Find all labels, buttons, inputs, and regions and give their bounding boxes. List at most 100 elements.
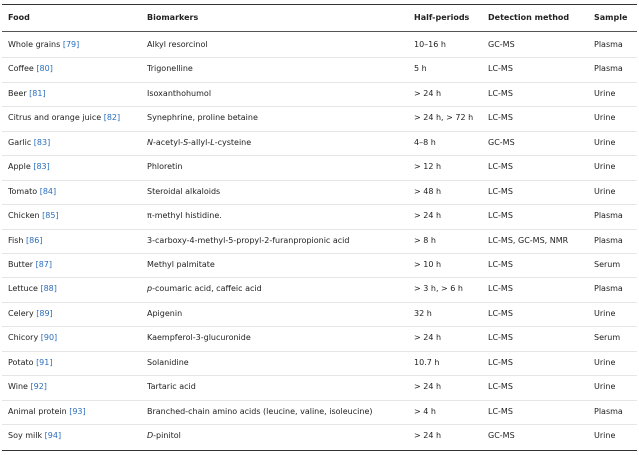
method-cell: LC-MS (488, 284, 513, 294)
biomarker-text: Trigonelline (147, 64, 193, 74)
sample-cell: Urine (594, 431, 616, 441)
half-period-cell: 4–8 h (414, 137, 436, 147)
sample-cell: Urine (594, 137, 616, 147)
half-period-cell: 10–16 h (414, 40, 446, 49)
biomarker-cell: Steroidal alkaloids (147, 186, 220, 198)
biomarker-text: S (183, 137, 189, 147)
food-cell: Butter [87] (8, 259, 52, 271)
method-cell: LC-MS (488, 406, 513, 416)
sample-cell: Plasma (594, 211, 623, 221)
food-cell: Animal protein [93] (8, 406, 86, 418)
biomarker-text: π-methyl histidine. (147, 211, 222, 221)
row-separator (2, 130, 637, 132)
half-period-cell: > 24 h (414, 382, 442, 392)
row-separator (2, 301, 637, 303)
food-name: Beer (8, 88, 27, 98)
biomarker-text: -cysteine (214, 137, 252, 147)
biomarker-text: Synephrine, proline betaine (147, 113, 258, 123)
sample-cell: Urine (594, 382, 616, 392)
column-header: Sample (594, 13, 628, 22)
biomarker-text: Methyl palmitate (147, 259, 215, 269)
biomarker-cell: p-coumaric acid, caffeic acid (147, 283, 262, 295)
food-name: Lettuce (8, 284, 38, 294)
food-name: Citrus and orange juice (8, 113, 102, 123)
food-cell: Celery [89] (8, 308, 53, 320)
biomarker-text: D (147, 431, 154, 441)
biomarker-cell: Branched-chain amino acids (leucine, val… (147, 406, 372, 418)
sample-cell: Plasma (594, 64, 623, 74)
biomarker-text: Kaempferol-3-glucuronide (147, 333, 251, 343)
food-name: Animal protein (8, 406, 67, 416)
sample-cell: Urine (594, 88, 616, 98)
biomarker-cell: N-acetyl-S-allyl-L-cysteine (147, 137, 251, 149)
biomarker-text: -coumaric acid, caffeic acid (152, 284, 262, 294)
sample-cell: Plasma (594, 284, 623, 294)
half-period-cell: > 3 h, > 6 h (414, 284, 463, 294)
half-period-cell: > 24 h, > 72 h (414, 113, 474, 123)
food-cell: Wine [92] (8, 381, 47, 393)
reference: [82] (103, 113, 121, 123)
biomarker-cell: Methyl palmitate (147, 259, 215, 271)
reference: [92] (30, 382, 47, 392)
food-cell: Citrus and orange juice [82] (8, 112, 120, 124)
method-cell: GC-MS (488, 431, 515, 441)
biomarker-cell: D-pinitol (147, 430, 181, 442)
food-cell: Garlic [83] (8, 137, 50, 149)
food-name: Potato (8, 357, 34, 367)
biomarker-cell: Synephrine, proline betaine (147, 112, 258, 124)
sample-cell: Plasma (594, 406, 623, 416)
biomarker-text: -acetyl- (152, 137, 184, 147)
food-cell: Beer [81] (8, 88, 46, 100)
column-header: Half-periods (414, 13, 470, 22)
biomarker-cell: Alkyl resorcinol (147, 39, 208, 51)
row-separator (2, 252, 637, 254)
half-period-cell: > 10 h (414, 259, 442, 269)
food-name: Chicken (8, 211, 40, 221)
food-cell: Fish [86] (8, 235, 42, 247)
method-cell: LC-MS (488, 382, 513, 392)
half-period-cell: > 24 h (414, 88, 442, 98)
bottom-rule (2, 450, 637, 451)
half-period-cell: > 8 h (414, 235, 436, 245)
row-separator (2, 399, 637, 401)
biomarker-text: Solanidine (147, 357, 189, 367)
half-period-cell: 10.7 h (414, 357, 440, 367)
biomarker-text: Tartaric acid (147, 382, 196, 392)
row-separator (2, 228, 637, 230)
food-cell: Lettuce [88] (8, 283, 57, 295)
food-cell: Apple [83] (8, 161, 50, 173)
biomarker-cell: Solanidine (147, 357, 189, 369)
method-cell: LC-MS (488, 333, 513, 343)
biomarker-text: -allyl- (188, 137, 211, 147)
half-period-cell: > 24 h (414, 211, 442, 221)
biomarker-cell: Tartaric acid (147, 381, 196, 393)
biomarker-cell: Phloretin (147, 161, 182, 173)
row-separator (2, 424, 637, 426)
row-separator (2, 179, 637, 181)
method-cell: LC-MS (488, 64, 513, 74)
biomarker-text: Steroidal alkaloids (147, 186, 221, 196)
reference: [80] (36, 64, 53, 74)
column-header: Food (8, 13, 30, 22)
reference: [90] (40, 333, 58, 343)
biomarker-text: L (210, 137, 215, 147)
biomarker-text: N (147, 137, 153, 147)
reference: [83] (33, 162, 50, 172)
method-cell: GC-MS (488, 137, 515, 147)
reference: [79] (62, 40, 80, 49)
biomarker-cell: Apigenin (147, 308, 182, 320)
sample-cell: Serum (594, 259, 621, 269)
biomarker-cell: Isoxanthohumol (147, 88, 211, 100)
reference: [84] (39, 186, 57, 196)
column-header: Detection method (488, 13, 570, 22)
reference: [85] (42, 211, 59, 221)
food-cell: Chicory [90] (8, 332, 57, 344)
method-cell: LC-MS (488, 357, 513, 367)
food-cell: Whole grains [79] (8, 39, 79, 51)
sample-cell: Serum (594, 333, 621, 343)
reference: [87] (35, 259, 53, 269)
reference: [91] (36, 357, 53, 367)
half-period-cell: > 4 h (414, 406, 436, 416)
food-name: Wine (8, 382, 28, 392)
